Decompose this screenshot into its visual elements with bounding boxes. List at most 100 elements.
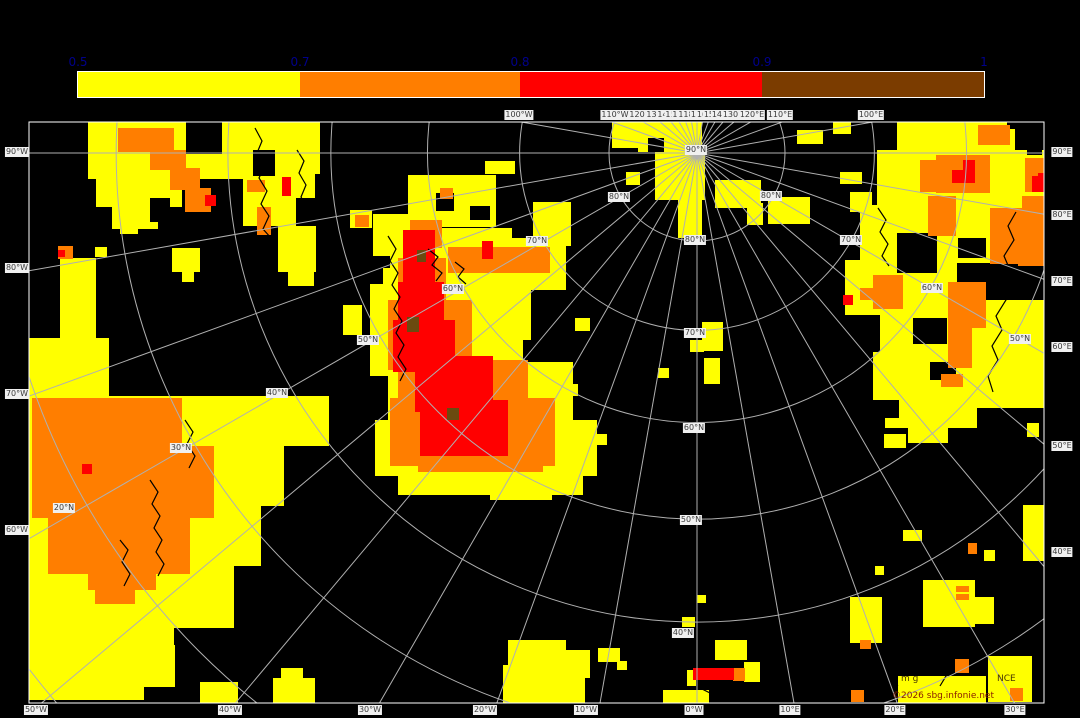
- data-cell: [928, 196, 956, 236]
- graticule-label: 80°N: [759, 191, 783, 201]
- graticule-meridian: [29, 152, 698, 272]
- data-cell: [617, 661, 627, 670]
- data-cell: [955, 659, 969, 673]
- data-cell: [984, 550, 995, 561]
- colorbar-tick-label: 0.8: [510, 55, 530, 69]
- data-cell: [95, 247, 107, 257]
- graticule-label: 110°E: [766, 110, 794, 120]
- data-cell: [956, 594, 969, 600]
- data-cell: [32, 398, 182, 446]
- coastline: [935, 639, 947, 687]
- data-cell: [850, 192, 872, 212]
- graticule-label: 80°W: [4, 263, 30, 273]
- colorbar-tick-label: 0.7: [290, 55, 310, 69]
- graticule-label: 80°N: [683, 235, 707, 245]
- data-cell: [490, 478, 552, 500]
- graticule-meridian: [696, 152, 1044, 568]
- data-cell: [908, 425, 948, 443]
- data-cell: [948, 282, 986, 328]
- data-cell: [282, 177, 291, 196]
- coastline: [877, 207, 890, 267]
- map-frame: [28, 121, 1045, 704]
- colorbar-tick-label: 0.5: [68, 55, 88, 69]
- data-cell: [598, 648, 620, 662]
- data-cell: [58, 250, 65, 257]
- data-cell: [851, 690, 864, 702]
- data-cell: [873, 400, 899, 418]
- colorbar-segment-prob-0.7-0.8: [300, 72, 520, 97]
- data-cell: [860, 640, 871, 649]
- data-cell: [678, 196, 702, 238]
- data-cell: [898, 676, 986, 703]
- colorbar-segment-prob-0.5-0.7: [78, 72, 300, 97]
- coastline: [149, 479, 165, 577]
- graticule-label: 60°N: [920, 283, 944, 293]
- coastline: [296, 149, 308, 208]
- data-cell: [182, 270, 194, 282]
- data-cell: [448, 247, 550, 273]
- data-cell: [1027, 423, 1039, 437]
- map-annotation: m g: [901, 674, 919, 684]
- graticule-label: 50°N: [679, 515, 703, 525]
- data-cell: [60, 258, 96, 344]
- graticule-label: 50°N: [356, 335, 380, 345]
- data-cell: [978, 125, 1010, 145]
- data-cell: [247, 180, 265, 192]
- graticule-label: 60°W: [4, 525, 30, 535]
- data-cell: [968, 543, 977, 554]
- data-cell: [963, 160, 975, 172]
- graticule-label: 60°N: [441, 284, 465, 294]
- graticule-meridian: [234, 152, 698, 703]
- graticule-label: 90°E: [1051, 147, 1073, 157]
- data-cell: [833, 122, 851, 134]
- data-cell: [687, 670, 696, 686]
- graticule-meridian: [40, 152, 698, 703]
- data-cell: [956, 586, 969, 592]
- graticule-meridian: [696, 152, 1016, 703]
- data-cell: [970, 597, 994, 624]
- graticule-label: 20°N: [52, 503, 76, 513]
- data-cell: [120, 218, 138, 234]
- graticule-label: 10°W: [573, 705, 599, 715]
- graticule-label: 0°W: [684, 705, 704, 715]
- data-cell: [875, 566, 884, 575]
- data-cell: [150, 150, 186, 170]
- data-cell: [1022, 196, 1044, 240]
- coastline: [454, 261, 467, 285]
- data-cell: [715, 640, 747, 660]
- graticule-label: 40°N: [671, 628, 695, 638]
- coastline: [427, 248, 443, 282]
- data-cell: [150, 198, 170, 222]
- data-cell: [29, 678, 144, 700]
- data-cell: [1027, 138, 1042, 155]
- graticule-label: 100°E: [857, 110, 885, 120]
- data-cell: [118, 128, 174, 152]
- data-cell: [273, 678, 315, 703]
- graticule-label: 90°W: [4, 147, 30, 157]
- graticule-label: 10°E: [779, 705, 801, 715]
- graticule-label: 40°E: [1051, 547, 1073, 557]
- graticule-label: 50°W: [23, 705, 49, 715]
- data-cell: [88, 568, 156, 590]
- colorbar-segment-prob-0.9-1: [762, 72, 984, 97]
- data-cell: [897, 233, 937, 273]
- data-cell: [952, 170, 975, 183]
- data-cell: [1010, 688, 1023, 701]
- graticule-label: 40°N: [265, 388, 289, 398]
- data-cell: [558, 650, 590, 678]
- data-cell: [663, 690, 709, 703]
- data-cell: [487, 338, 495, 346]
- colorbar: [77, 71, 985, 98]
- data-cell: [575, 318, 590, 331]
- data-cell: [343, 305, 362, 335]
- graticule-label: 20°W: [472, 705, 498, 715]
- graticule-meridian: [29, 152, 698, 397]
- data-cell: [958, 238, 986, 258]
- data-cell: [172, 248, 200, 272]
- data-cell: [697, 595, 706, 603]
- graticule-label: 30°E: [1004, 705, 1026, 715]
- data-cell: [447, 408, 459, 420]
- copyright-watermark: ©2026 sbg.infonie.net: [892, 691, 994, 701]
- graticule-meridian: [378, 152, 698, 703]
